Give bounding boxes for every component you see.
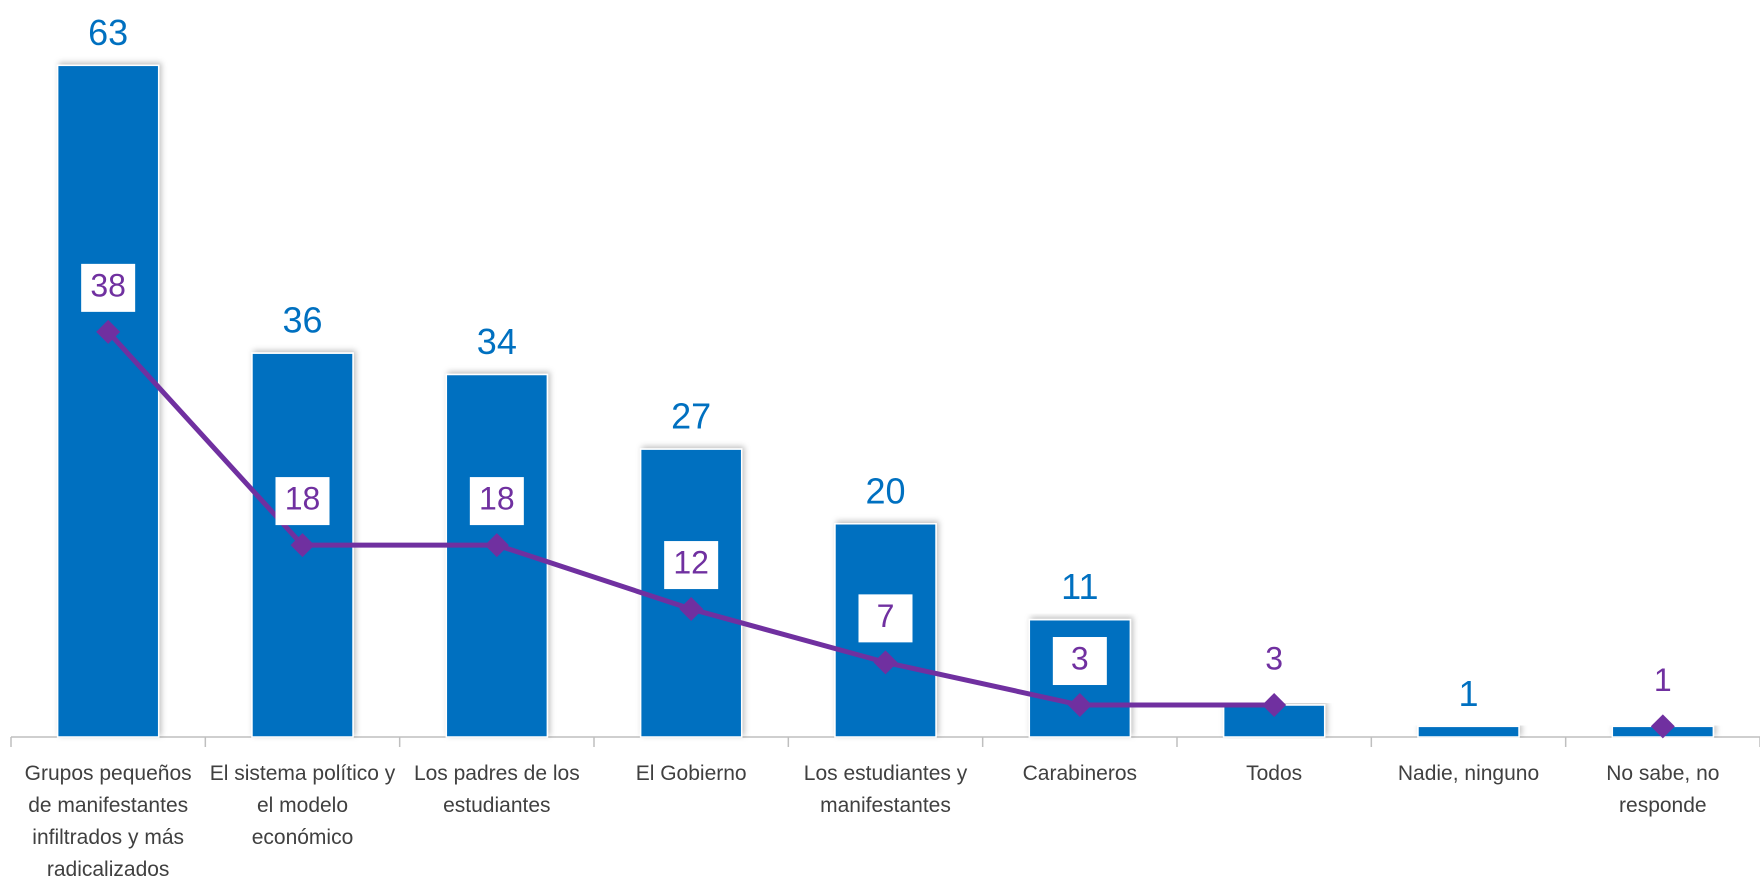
bar [1417, 725, 1520, 738]
line-value-label: 3 [1265, 640, 1283, 676]
x-tick-label: Los padres de los estudiantes [413, 762, 580, 817]
bar-value-label: 36 [282, 300, 322, 341]
line-label-box [275, 477, 330, 526]
x-tick-label: El Gobierno [635, 762, 747, 785]
bar-value-label: 11 [1061, 566, 1098, 607]
line-label-box [81, 263, 136, 312]
line-marker [290, 533, 315, 558]
line-label-box [858, 594, 913, 643]
line-marker [1067, 693, 1092, 718]
line-label-box [1052, 637, 1107, 686]
bar-value-label: 27 [671, 396, 711, 437]
x-tick-label: Carabineros [1022, 762, 1138, 785]
x-tick-label: No sabe, no responde [1606, 762, 1720, 817]
line-value-label: 18 [479, 481, 515, 517]
line-marker [484, 533, 509, 558]
line-marker [679, 597, 704, 622]
line-value-label: 18 [285, 481, 321, 517]
x-tick-label: Todos [1246, 762, 1303, 785]
x-tick-label: Nadie, ninguno [1397, 762, 1540, 785]
line-marker [1262, 693, 1287, 718]
line-label-box [1247, 637, 1302, 686]
bar [56, 64, 160, 738]
line-label-box [664, 541, 719, 590]
line-value-label: 7 [877, 598, 895, 634]
bar-value-label: 1 [1458, 673, 1478, 714]
x-tick-label: Grupos pequeños de manifestantes infiltr… [24, 762, 192, 880]
bar-value-label: 34 [477, 321, 517, 362]
line-value-label: 3 [1071, 640, 1089, 676]
bar [639, 448, 743, 738]
bar-value-label: 63 [88, 12, 128, 53]
x-tick-label: El sistema político y el modelo económic… [209, 762, 396, 849]
line-label-box [469, 477, 524, 526]
x-tick-label: Los estudiantes y manifestantes [803, 762, 968, 817]
line-marker [873, 650, 898, 675]
line-marker [1650, 714, 1675, 739]
line-value-label: 1 [1654, 662, 1672, 698]
bar-value-label: 20 [865, 470, 905, 511]
line-marker [96, 319, 121, 344]
line-label-box [1635, 658, 1690, 707]
line-value-label: 12 [673, 545, 709, 581]
line-value-label: 38 [90, 267, 126, 303]
